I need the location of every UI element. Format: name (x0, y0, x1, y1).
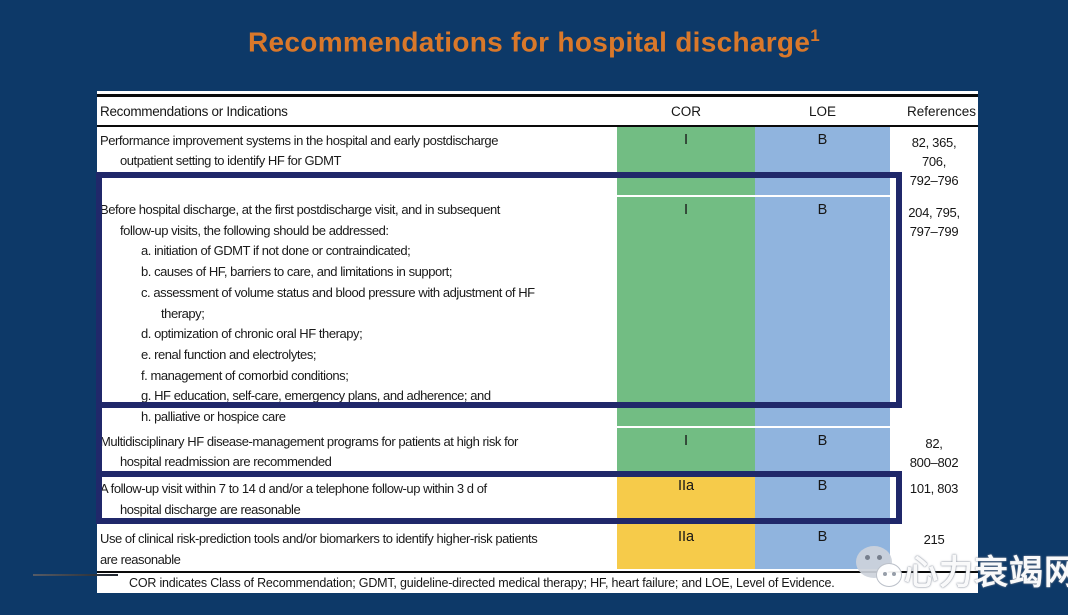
description-line: Use of clinical risk-prediction tools an… (100, 531, 538, 546)
highlight-box-followup-visit (96, 471, 902, 524)
reference-line: 792–796 (909, 173, 959, 188)
header-indications: Recommendations or Indications (100, 103, 288, 119)
references-cell: 82, 365, 706, 792–796 (890, 127, 978, 197)
row-description: Multidisciplinary HF disease-management … (97, 428, 617, 473)
cor-cell: I (617, 127, 755, 197)
description-line: therapy; (161, 305, 205, 321)
loe-cell: B (755, 197, 890, 428)
footnote-border (97, 571, 978, 573)
description-line: g. HF education, self-care, emergency pl… (141, 388, 491, 404)
bubble-eye (865, 555, 870, 560)
description-line: Performance improvement systems in the h… (100, 133, 498, 148)
table-row-5: Use of clinical risk-prediction tools an… (97, 524, 978, 571)
bubble-eye (883, 572, 887, 576)
table-header-border (97, 125, 978, 127)
reference-line: 82, 365, (911, 135, 957, 150)
references-cell: 82, 800–802 (890, 428, 978, 473)
header-cor: COR (671, 103, 701, 119)
bubble-eye (892, 572, 896, 576)
description-line: Before hospital discharge, at the first … (100, 202, 500, 217)
reference-line: 82, (925, 436, 943, 451)
description-line: a. initiation of GDMT if not done or con… (141, 243, 411, 259)
loe-cell: B (755, 473, 890, 524)
description-line: hospital discharge are reasonable (120, 502, 301, 517)
description-line: are reasonable (100, 552, 181, 567)
cor-cell: IIa (617, 524, 755, 571)
description-line: outpatient setting to identify HF for GD… (120, 153, 341, 168)
page-title: Recommendations for hospital discharge1 (0, 26, 1068, 58)
description-line: h. palliative or hospice care (141, 409, 286, 425)
description-line: f. management of comorbid conditions; (141, 367, 349, 383)
cor-cell: IIa (617, 473, 755, 524)
description-line: Multidisciplinary HF disease-management … (100, 434, 518, 449)
reference-line: 800–802 (909, 455, 959, 470)
bubble-eye (877, 555, 882, 560)
page-title-text: Recommendations for hospital discharge (248, 26, 811, 58)
table-header-row: Recommendations or Indications COR LOE R… (97, 97, 978, 125)
loe-cell: B (755, 127, 890, 197)
watermark-text: 心力衰竭网 (904, 554, 1068, 592)
description-line: e. renal function and electrolytes; (141, 346, 317, 362)
loe-cell: B (755, 428, 890, 473)
table-row-1: Performance improvement systems in the h… (97, 127, 978, 197)
row-description: Use of clinical risk-prediction tools an… (97, 524, 617, 571)
table-row-2: Before hospital discharge, at the first … (97, 197, 978, 428)
header-loe: LOE (808, 103, 836, 119)
description-line: follow-up visits, the following should b… (120, 222, 389, 238)
reference-line: 204, 795, (908, 205, 960, 220)
page-title-superscript: 1 (810, 26, 820, 45)
description-line: A follow-up visit within 7 to 14 d and/o… (100, 481, 487, 496)
highlight-box-connector (96, 402, 102, 477)
row-description: Before hospital discharge, at the first … (97, 197, 617, 428)
description-line: hospital readmission are recommended (120, 454, 332, 469)
reference-line: 706, (921, 154, 947, 169)
header-references: References (906, 103, 976, 119)
reference-line: 101, 803 (909, 481, 959, 496)
table-top-border (97, 94, 978, 97)
description-line: b. causes of HF, barriers to care, and l… (141, 264, 452, 280)
chat-bubble-small-icon (876, 563, 902, 587)
highlight-box-discharge-checklist (96, 172, 902, 408)
table-row-4: A follow-up visit within 7 to 14 d and/o… (97, 473, 978, 524)
reference-line: 215 (923, 532, 945, 547)
table-row-3: Multidisciplinary HF disease-management … (97, 428, 978, 473)
row-description: A follow-up visit within 7 to 14 d and/o… (97, 473, 617, 524)
table-rows: Performance improvement systems in the h… (97, 127, 978, 571)
references-cell: 204, 795, 797–799 (890, 197, 978, 428)
cor-cell: I (617, 197, 755, 428)
references-cell: 215 (890, 524, 978, 571)
row-description: Performance improvement systems in the h… (97, 127, 617, 197)
reference-line: 797–799 (909, 224, 959, 239)
cor-cell: I (617, 428, 755, 473)
references-cell: 101, 803 (890, 473, 978, 524)
table-footnote: COR indicates Class of Recommendation; G… (129, 576, 835, 590)
description-line: d. optimization of chronic oral HF thera… (141, 326, 363, 342)
description-line: c. assessment of volume status and blood… (141, 284, 535, 300)
divider-line (33, 574, 118, 576)
watermark: 心力衰竭网 (850, 541, 1068, 593)
